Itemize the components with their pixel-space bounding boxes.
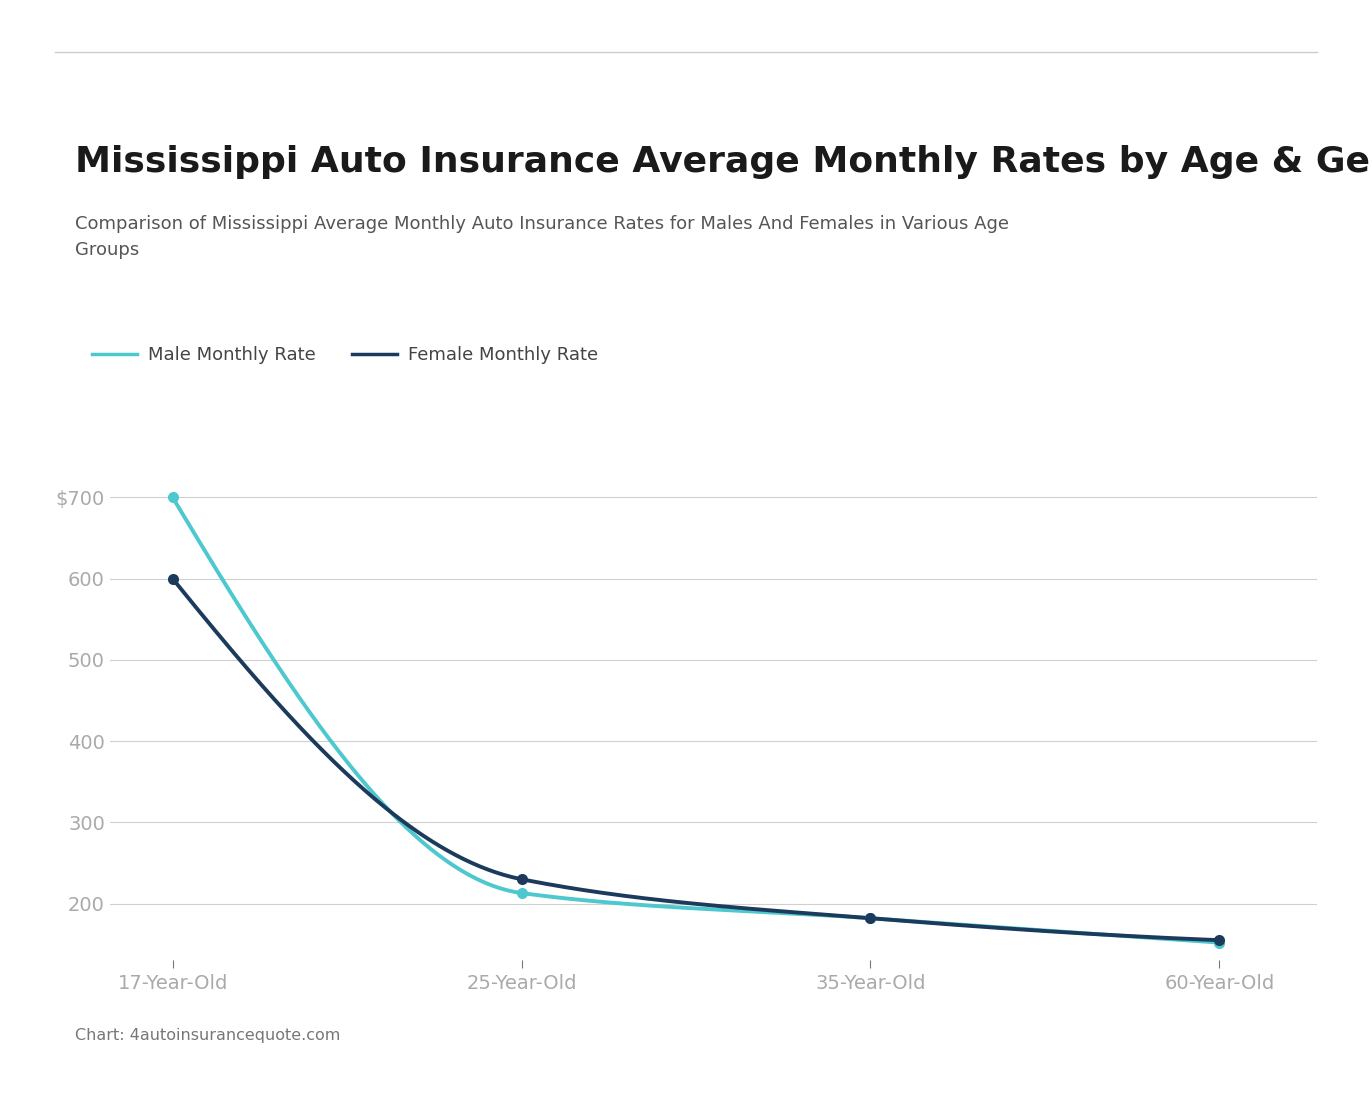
Point	[162, 570, 184, 587]
Point	[859, 910, 881, 927]
Point	[859, 910, 881, 927]
Point	[510, 870, 532, 888]
Point	[1209, 932, 1231, 949]
Point	[510, 884, 532, 902]
Text: Chart: 4autoinsurancequote.com: Chart: 4autoinsurancequote.com	[75, 1028, 340, 1043]
Point	[1209, 934, 1231, 952]
Point	[162, 488, 184, 506]
Legend: Male Monthly Rate, Female Monthly Rate: Male Monthly Rate, Female Monthly Rate	[85, 339, 605, 371]
Text: Comparison of Mississippi Average Monthly Auto Insurance Rates for Males And Fem: Comparison of Mississippi Average Monthl…	[75, 215, 1010, 258]
Text: Mississippi Auto Insurance Average Monthly Rates by Age & Gender: Mississippi Auto Insurance Average Month…	[75, 145, 1372, 179]
